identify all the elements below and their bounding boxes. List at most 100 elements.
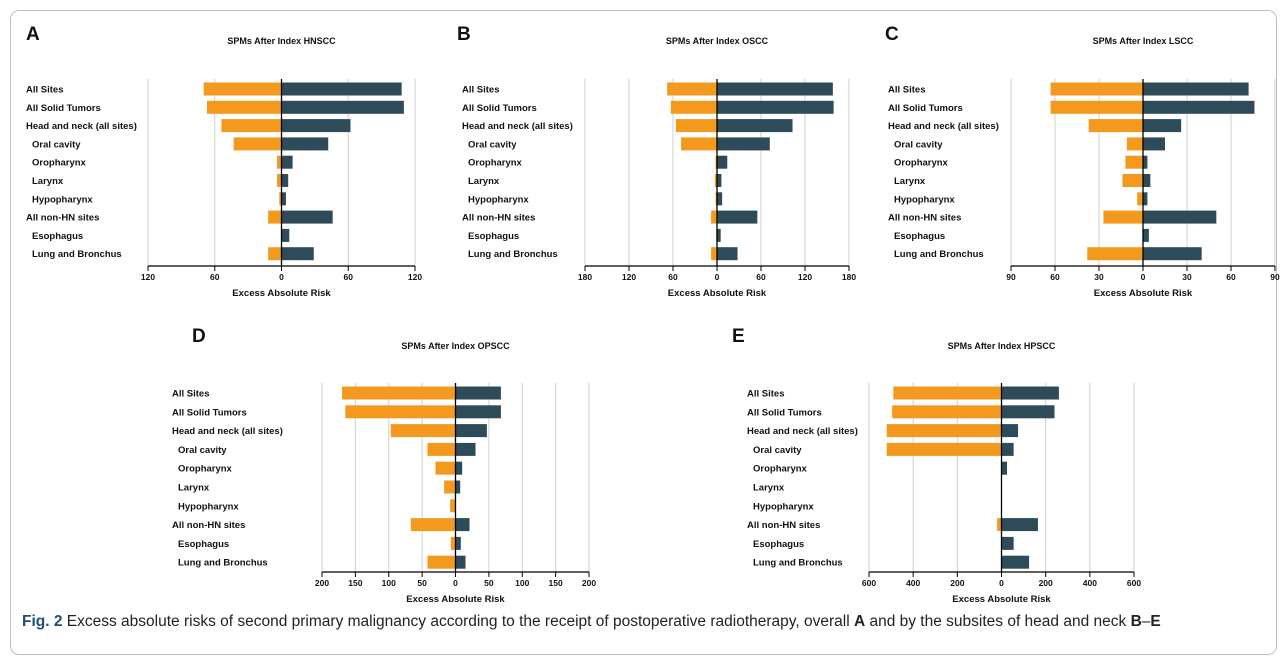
category-label-c-5: Larynx	[894, 176, 926, 187]
caption-text-2: and by the subsites of head and neck	[865, 613, 1131, 630]
bar-a-right-4	[281, 155, 293, 169]
bar-c-left-9	[1087, 247, 1143, 261]
bar-a-right-9	[281, 247, 314, 261]
tick-label-e-5: 400	[1083, 578, 1097, 588]
bar-a-right-8	[281, 228, 290, 242]
category-label-c-4: Oropharynx	[894, 158, 949, 169]
bar-d-right-9	[455, 555, 466, 569]
bar-c-left-1	[1050, 100, 1143, 114]
chart-title-e: SPMs After Index HPSCC	[948, 341, 1056, 351]
tick-label-d-0: 200	[315, 578, 329, 588]
tick-label-a-2: 0	[279, 272, 284, 282]
category-label-e-4: Oropharynx	[753, 464, 808, 475]
category-label-d-5: Larynx	[178, 483, 210, 494]
tick-label-c-4: 30	[1182, 272, 1192, 282]
chart-title-c: SPMs After Index LSCC	[1093, 36, 1194, 46]
figure-label: Fig. 2	[22, 613, 63, 630]
bar-c-left-0	[1050, 82, 1143, 96]
tick-label-b-1: 120	[622, 272, 636, 282]
category-label-a-5: Larynx	[32, 176, 64, 187]
bar-d-right-8	[455, 536, 461, 550]
x-axis-label-e: Excess Absolute Risk	[952, 594, 1051, 605]
category-label-a-4: Oropharynx	[32, 158, 87, 169]
caption-text-1: Excess absolute risks of second primary …	[62, 613, 854, 630]
tick-label-b-4: 60	[756, 272, 766, 282]
bar-b-right-2	[717, 119, 793, 133]
bar-d-left-7	[410, 518, 456, 532]
category-label-d-3: Oral cavity	[178, 445, 227, 456]
category-label-a-2: Head and neck (all sites)	[26, 121, 137, 132]
x-axis-label-d: Excess Absolute Risk	[406, 594, 505, 605]
category-label-d-7: All non-HN sites	[172, 520, 245, 531]
tick-label-d-8: 200	[582, 578, 596, 588]
bar-c-left-4	[1125, 155, 1143, 169]
bar-e-left-2	[886, 424, 1002, 438]
bar-e-right-8	[1001, 536, 1014, 550]
bar-c-right-7	[1143, 210, 1217, 224]
bar-c-right-1	[1143, 100, 1255, 114]
bar-b-right-6	[717, 192, 723, 206]
bar-e-left-0	[893, 386, 1002, 400]
tick-label-c-2: 30	[1094, 272, 1104, 282]
bar-a-right-5	[281, 174, 289, 187]
category-label-b-7: All non-HN sites	[462, 213, 535, 224]
bar-d-right-7	[455, 518, 470, 532]
tick-label-d-6: 100	[515, 578, 529, 588]
bar-a-right-7	[281, 210, 333, 224]
bar-b-right-9	[717, 247, 738, 261]
tick-label-b-2: 60	[668, 272, 678, 282]
bar-b-left-7	[711, 210, 717, 224]
category-label-b-2: Head and neck (all sites)	[462, 121, 573, 132]
category-label-c-0: All Sites	[888, 85, 926, 96]
bar-a-left-1	[206, 100, 282, 114]
bar-a-left-0	[203, 82, 282, 96]
bar-a-left-6	[279, 192, 282, 206]
bar-b-left-6	[715, 192, 717, 206]
bar-c-left-5	[1122, 174, 1143, 187]
figure-frame	[10, 10, 1277, 655]
bar-e-left-3	[886, 442, 1002, 456]
bar-b-left-5	[714, 174, 717, 187]
category-label-e-5: Larynx	[753, 483, 785, 494]
bar-a-left-4	[277, 155, 282, 169]
category-label-a-9: Lung and Bronchus	[32, 249, 122, 260]
x-axis-label-a: Excess Absolute Risk	[232, 288, 331, 299]
category-label-c-6: Hypopharynx	[894, 194, 955, 205]
tick-label-a-0: 120	[141, 272, 155, 282]
bar-a-right-2	[281, 119, 351, 133]
bar-c-right-2	[1143, 119, 1182, 133]
category-label-c-2: Head and neck (all sites)	[888, 121, 999, 132]
bar-c-right-6	[1143, 192, 1148, 206]
bar-b-left-0	[667, 82, 717, 96]
bar-e-right-9	[1001, 555, 1030, 569]
bar-a-left-2	[221, 119, 282, 133]
category-label-a-8: Esophagus	[32, 231, 83, 242]
figure-charts: A SPMs After Index HNSCC All Sites All Soli…	[26, 24, 1280, 605]
category-label-b-0: All Sites	[462, 85, 500, 96]
bar-b-right-4	[717, 155, 728, 169]
bar-d-left-2	[390, 424, 456, 438]
bar-b-right-5	[717, 174, 722, 187]
bar-b-right-0	[717, 82, 833, 96]
category-label-e-9: Lung and Bronchus	[753, 558, 843, 569]
bar-d-right-5	[455, 480, 461, 494]
bar-e-left-7	[997, 518, 1002, 532]
category-label-a-3: Oral cavity	[32, 139, 81, 150]
bar-b-left-3	[681, 137, 717, 151]
bar-d-left-1	[345, 405, 456, 419]
chart-title-b: SPMs After Index OSCC	[666, 36, 769, 46]
bar-b-right-3	[717, 137, 770, 151]
category-label-e-0: All Sites	[747, 389, 785, 400]
bar-c-left-2	[1088, 119, 1143, 133]
bar-b-left-9	[711, 247, 717, 261]
bar-d-left-8	[450, 536, 456, 550]
category-label-e-6: Hypopharynx	[753, 501, 814, 512]
tick-label-b-5: 120	[798, 272, 812, 282]
category-label-a-6: Hypopharynx	[32, 194, 93, 205]
bar-d-left-9	[427, 555, 456, 569]
tick-label-d-3: 50	[417, 578, 427, 588]
panel-letter-a: A	[26, 24, 40, 45]
bar-a-left-5	[277, 174, 282, 187]
bar-c-right-0	[1143, 82, 1249, 96]
category-label-a-1: All Solid Tumors	[26, 103, 101, 114]
